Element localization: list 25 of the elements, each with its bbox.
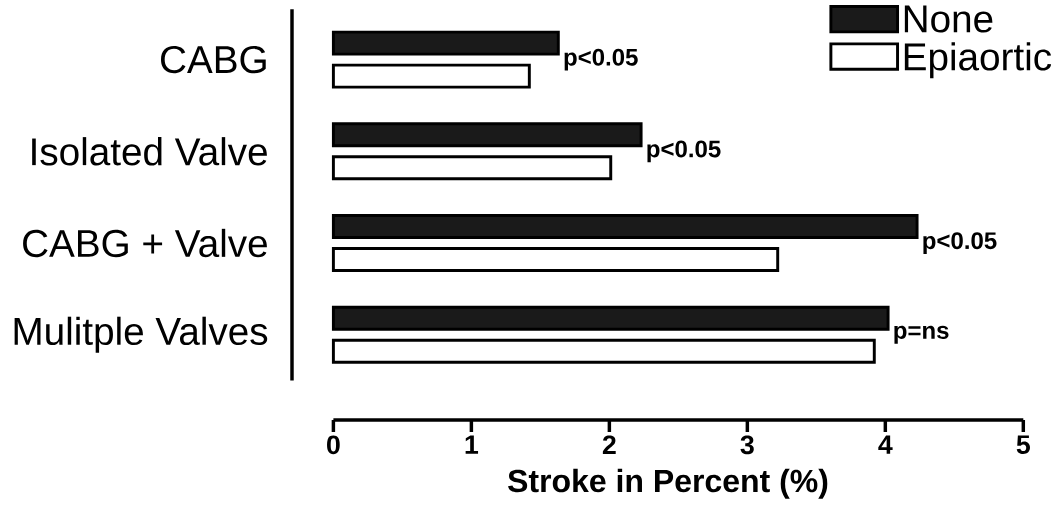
legend-label: Epiaortic	[904, 42, 1052, 79]
bar	[331, 63, 531, 89]
bar	[331, 30, 560, 56]
y-tick-label: CABG	[161, 45, 266, 74]
bar	[331, 122, 643, 148]
x-tick-label: 3	[740, 435, 754, 455]
bar	[331, 305, 890, 331]
x-tick-label: 1	[465, 435, 479, 454]
y-tick-label: Isolated Valve	[32, 137, 267, 166]
bar	[331, 155, 613, 181]
annotation: p<0.05	[564, 48, 638, 71]
bar	[331, 214, 919, 239]
x-tick-label: 0	[327, 435, 340, 455]
annotation: p<0.05	[647, 140, 721, 163]
bar	[331, 247, 780, 272]
y-tick-label: Mulitple Valves	[14, 316, 268, 353]
legend-label: None	[904, 5, 993, 33]
x-tick-label: 2	[602, 435, 616, 454]
annotation: p=ns	[894, 325, 949, 344]
bar	[331, 338, 876, 364]
y-tick-label: CABG + Valve	[23, 228, 267, 258]
annotation: p<0.05	[923, 232, 997, 254]
x-tick-label: 5	[1016, 435, 1030, 454]
x-tick-label: 4	[878, 435, 893, 454]
x-axis-title: Stroke in Percent (%)	[507, 468, 828, 499]
